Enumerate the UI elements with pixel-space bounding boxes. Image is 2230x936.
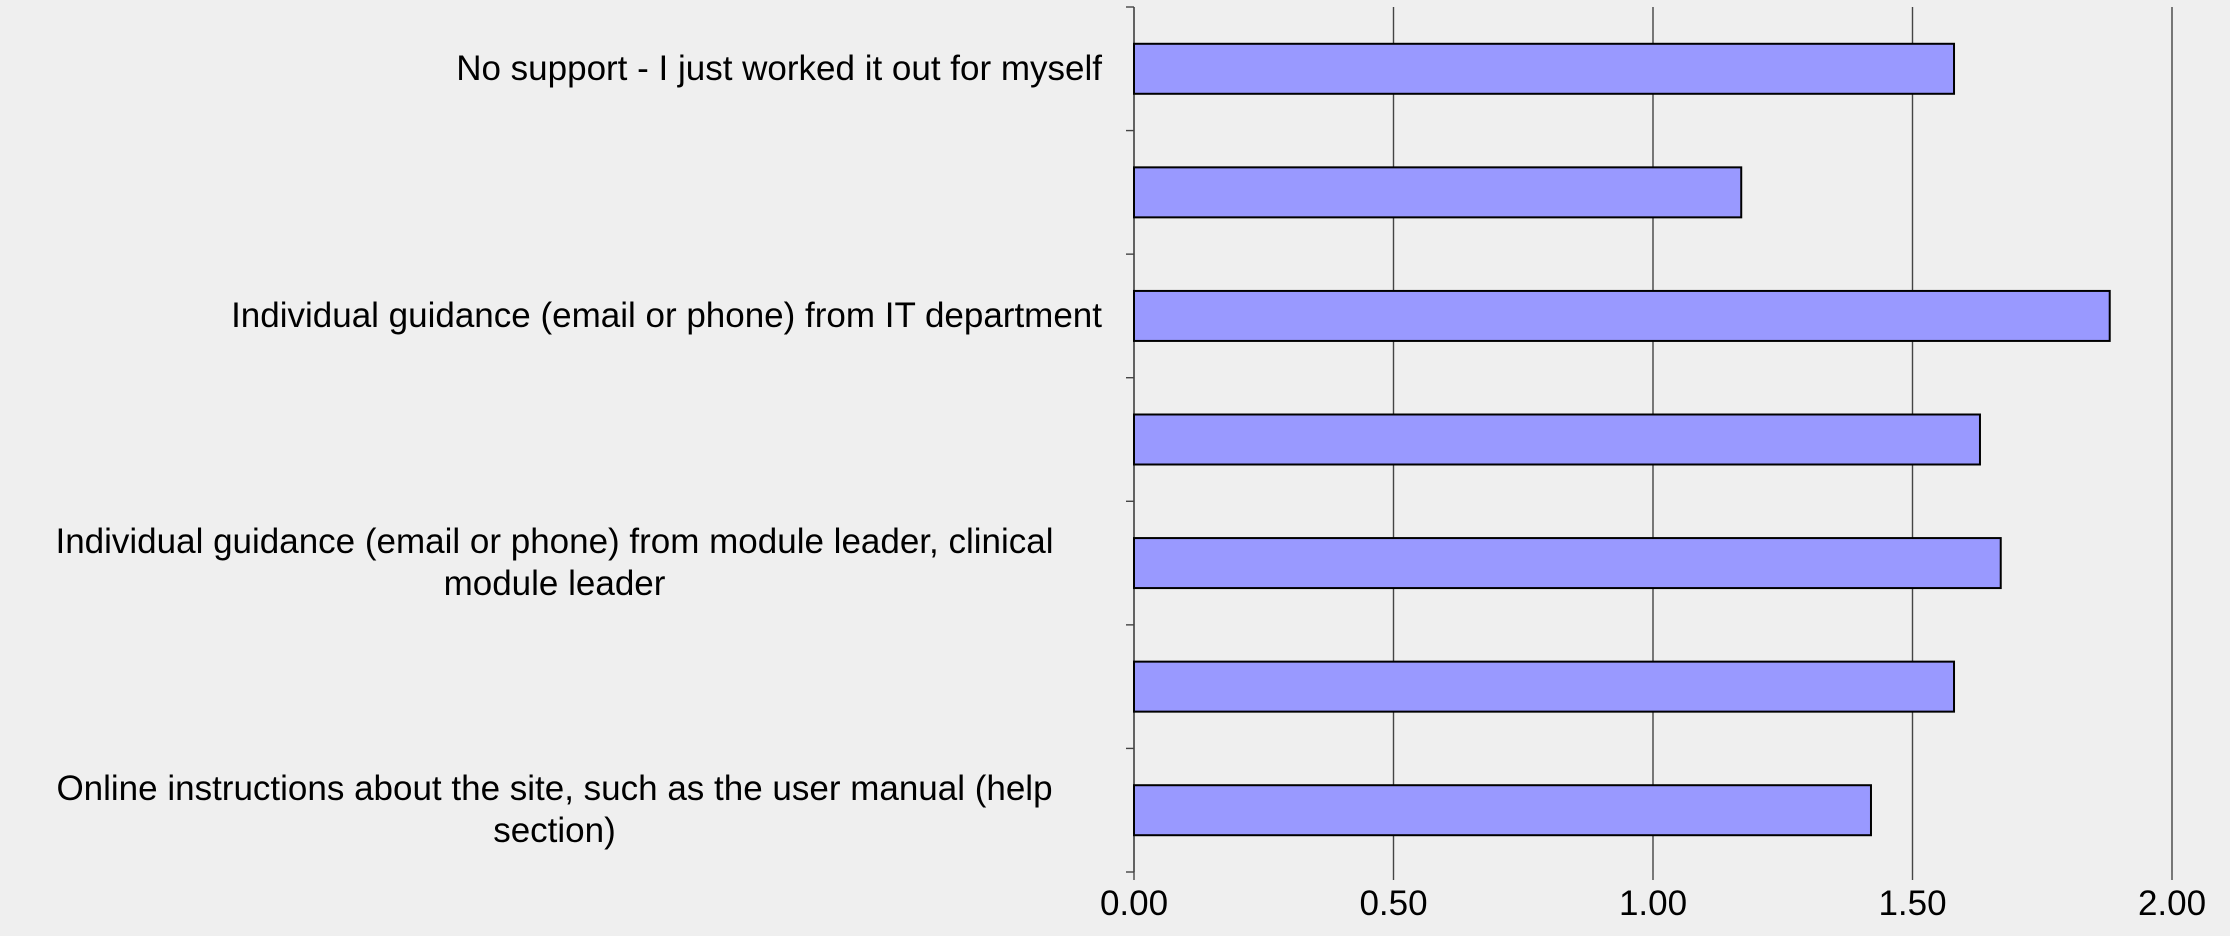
bar [1133, 660, 1956, 713]
bar [1133, 166, 1743, 219]
bar [1133, 289, 2111, 342]
x-tick-label: 0.00 [1100, 884, 1168, 923]
x-tick-label: 1.50 [1878, 884, 1946, 923]
x-tick-label: 2.00 [2138, 884, 2206, 923]
category-label-box: Individual guidance (email or phone) fro… [2, 521, 1102, 605]
y-tick-label: No support - I just worked it out for my… [456, 48, 1102, 88]
x-tick-label: 0.50 [1359, 884, 1427, 923]
x-tick-label: 1.00 [1619, 884, 1687, 923]
category-label-box: Online instructions about the site, such… [2, 768, 1102, 852]
y-tick-label: Individual guidance (email or phone) fro… [231, 295, 1102, 335]
bar [1133, 784, 1872, 837]
bar [1133, 537, 2002, 590]
y-tick-label: Online instructions about the site, such… [56, 769, 1053, 851]
category-label-box: Individual guidance (email or phone) fro… [2, 295, 1102, 337]
bar [1133, 42, 1956, 95]
category-label-box: No support - I just worked it out for my… [2, 48, 1102, 90]
y-tick-label: Individual guidance (email or phone) fro… [55, 522, 1054, 604]
bar [1133, 413, 1981, 466]
